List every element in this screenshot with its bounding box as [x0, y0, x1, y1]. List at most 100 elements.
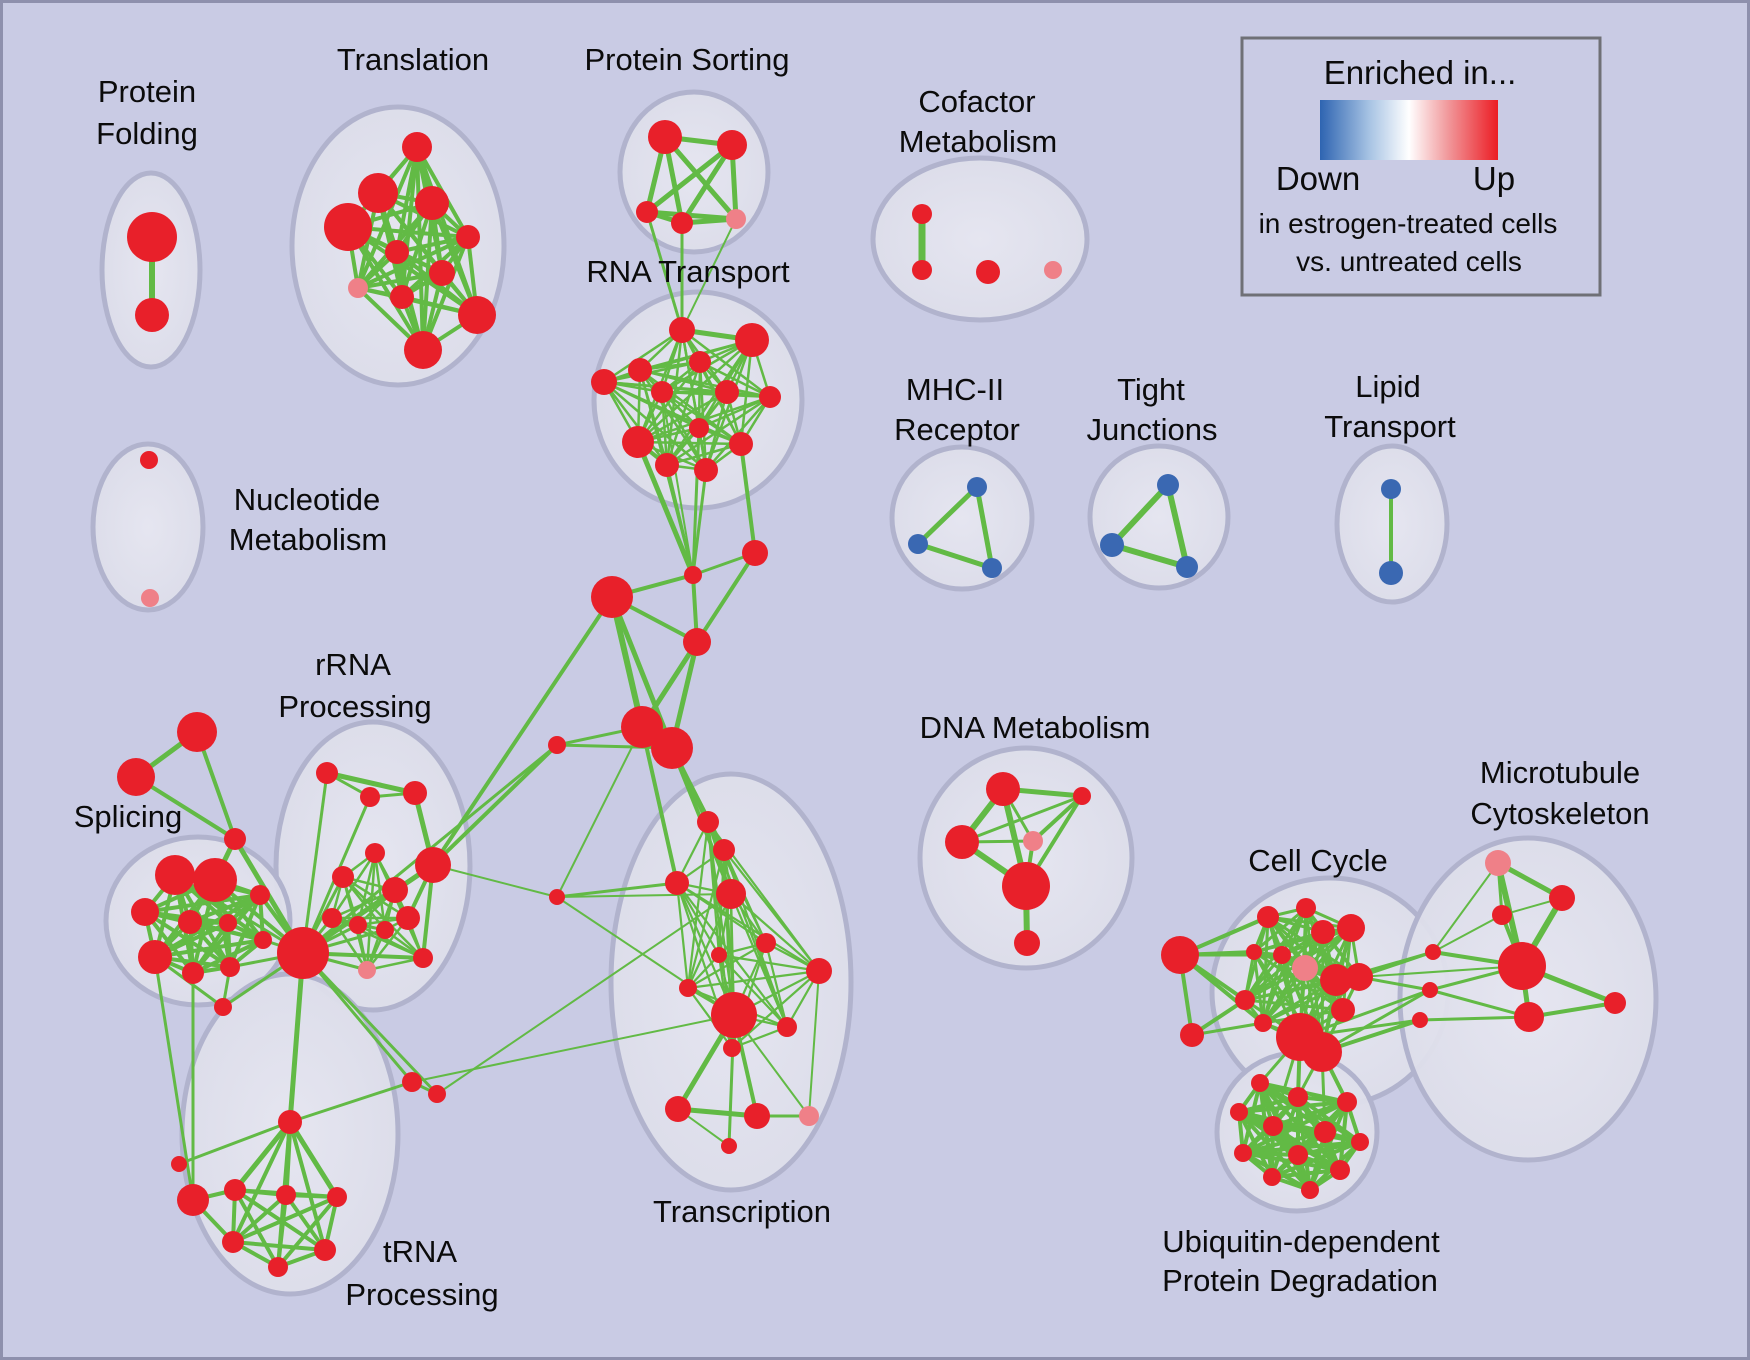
edge — [695, 551, 757, 644]
cluster-ellipse-cofactor-metabolism — [870, 155, 1090, 323]
cluster-label-dna-metabolism: DNA Metabolism — [920, 710, 1151, 745]
node — [735, 323, 769, 357]
edge — [609, 594, 645, 730]
edge — [691, 426, 701, 577]
edge — [356, 923, 425, 960]
cluster-label-microtubule-cytoskeleton: Microtubule — [1480, 755, 1640, 790]
node — [986, 772, 1020, 806]
node — [665, 1096, 691, 1122]
node — [348, 278, 368, 298]
node — [908, 534, 928, 554]
node — [428, 1085, 446, 1103]
node — [1288, 1145, 1308, 1165]
cluster-label-ubiquitin-degradation: Protein Degradation — [1162, 1263, 1438, 1298]
node — [1161, 936, 1199, 974]
node — [1014, 930, 1040, 956]
node — [591, 576, 633, 618]
node — [402, 1072, 422, 1092]
cluster-ellipse-tight-junctions — [1087, 443, 1231, 591]
node — [140, 451, 158, 469]
node — [717, 130, 747, 160]
node — [332, 866, 354, 888]
node — [679, 979, 697, 997]
node — [665, 871, 689, 895]
edge — [1252, 950, 1345, 1012]
edge — [395, 235, 470, 254]
node — [1314, 1121, 1336, 1143]
node — [1296, 898, 1316, 918]
node — [117, 758, 155, 796]
legend-down-label: Down — [1276, 160, 1360, 197]
edge — [411, 1014, 735, 1083]
edge — [432, 864, 558, 898]
node — [1230, 1103, 1248, 1121]
edge — [421, 235, 470, 352]
node — [726, 209, 746, 229]
node — [224, 828, 246, 850]
node — [327, 1187, 347, 1207]
legend-title: Enriched in... — [1324, 54, 1517, 91]
node — [1379, 561, 1403, 585]
cluster-label-protein-folding: Protein — [98, 74, 196, 109]
edge — [636, 440, 743, 446]
edge — [686, 986, 734, 1050]
node — [1273, 946, 1291, 964]
edge — [284, 1193, 327, 1252]
node — [549, 889, 565, 905]
edge — [636, 390, 729, 444]
edge — [1165, 482, 1190, 570]
edge — [1261, 953, 1284, 1025]
node — [648, 120, 682, 154]
node — [1002, 862, 1050, 910]
node — [651, 727, 693, 769]
node — [1492, 905, 1512, 925]
edge — [686, 941, 768, 990]
edge — [675, 1106, 760, 1119]
node — [322, 908, 342, 928]
edge — [602, 360, 702, 384]
node — [224, 1179, 246, 1201]
legend: Enriched in... Down Up in estrogen-treat… — [1240, 36, 1602, 297]
edge — [739, 442, 757, 555]
node — [591, 369, 617, 395]
node — [135, 298, 169, 332]
node — [729, 432, 753, 456]
node — [622, 426, 654, 458]
legend-caption-line-2: vs. untreated cells — [1296, 246, 1522, 277]
node — [127, 212, 177, 262]
edge — [231, 1120, 292, 1244]
edge — [431, 595, 614, 867]
edge — [717, 953, 821, 973]
edge — [704, 338, 754, 472]
node — [429, 260, 455, 286]
node — [982, 558, 1002, 578]
node — [742, 540, 768, 566]
edge — [602, 380, 701, 430]
edge — [686, 969, 821, 990]
node — [390, 285, 414, 309]
edge — [400, 145, 419, 299]
cluster-label-trna-processing: Processing — [345, 1277, 498, 1312]
edge — [915, 541, 995, 571]
node — [636, 201, 658, 223]
edge — [722, 848, 821, 973]
edge — [638, 368, 772, 399]
edge — [231, 1193, 288, 1244]
node — [376, 921, 394, 939]
node — [1331, 998, 1355, 1022]
edge — [729, 892, 821, 973]
node — [1604, 992, 1626, 1014]
node — [716, 879, 746, 909]
edge — [686, 892, 733, 990]
node — [1157, 474, 1179, 496]
node — [1180, 1023, 1204, 1047]
node — [1073, 787, 1091, 805]
edge — [301, 951, 414, 1084]
node — [413, 948, 433, 968]
node — [178, 910, 202, 934]
edge — [153, 955, 195, 1202]
node — [715, 380, 739, 404]
cluster-label-tight-junctions: Tight — [1117, 372, 1185, 407]
node — [155, 855, 195, 895]
node — [1330, 1160, 1350, 1180]
